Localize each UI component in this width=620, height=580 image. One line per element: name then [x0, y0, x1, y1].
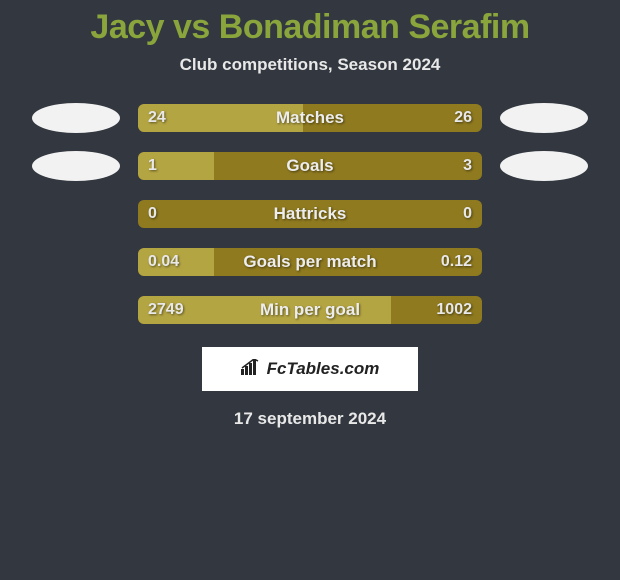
stat-bar: 2749 Min per goal 1002 [138, 296, 482, 324]
stat-row: 2749 Min per goal 1002 [0, 295, 620, 325]
badge-placeholder [500, 199, 588, 229]
stat-value-left: 0 [148, 205, 157, 223]
badge-placeholder [32, 199, 120, 229]
stat-bar: 0.04 Goals per match 0.12 [138, 248, 482, 276]
player-badge-left [32, 103, 120, 133]
attribution-text: FcTables.com [267, 359, 380, 379]
stat-row: 0 Hattricks 0 [0, 199, 620, 229]
badge-placeholder [32, 295, 120, 325]
page-title: Jacy vs Bonadiman Serafim [0, 0, 620, 47]
chart-icon [241, 359, 261, 380]
stat-label: Min per goal [260, 300, 360, 320]
player-badge-left [32, 151, 120, 181]
stat-value-right: 3 [463, 157, 472, 175]
stat-row: 0.04 Goals per match 0.12 [0, 247, 620, 277]
stat-row: 24 Matches 26 [0, 103, 620, 133]
stat-row: 1 Goals 3 [0, 151, 620, 181]
stat-label: Goals [286, 156, 333, 176]
badge-placeholder [500, 295, 588, 325]
player-badge-right [500, 103, 588, 133]
stat-value-right: 1002 [436, 301, 472, 319]
stat-value-left: 0.04 [148, 253, 179, 271]
page-subtitle: Club competitions, Season 2024 [0, 55, 620, 75]
stat-value-right: 26 [454, 109, 472, 127]
stat-label: Hattricks [274, 204, 347, 224]
badge-placeholder [32, 247, 120, 277]
stat-bar: 1 Goals 3 [138, 152, 482, 180]
stat-value-left: 2749 [148, 301, 184, 319]
stat-label: Matches [276, 108, 344, 128]
stat-bar: 0 Hattricks 0 [138, 200, 482, 228]
attribution-badge: FcTables.com [202, 347, 418, 391]
date-text: 17 september 2024 [0, 409, 620, 429]
stat-value-right: 0.12 [441, 253, 472, 271]
player-badge-right [500, 151, 588, 181]
stat-bar: 24 Matches 26 [138, 104, 482, 132]
stat-value-right: 0 [463, 205, 472, 223]
stat-label: Goals per match [243, 252, 376, 272]
stat-value-left: 1 [148, 157, 157, 175]
stat-value-left: 24 [148, 109, 166, 127]
badge-placeholder [500, 247, 588, 277]
stats-container: 24 Matches 26 1 Goals 3 0 Hattricks 0 0.04 Goals p… [0, 103, 620, 325]
